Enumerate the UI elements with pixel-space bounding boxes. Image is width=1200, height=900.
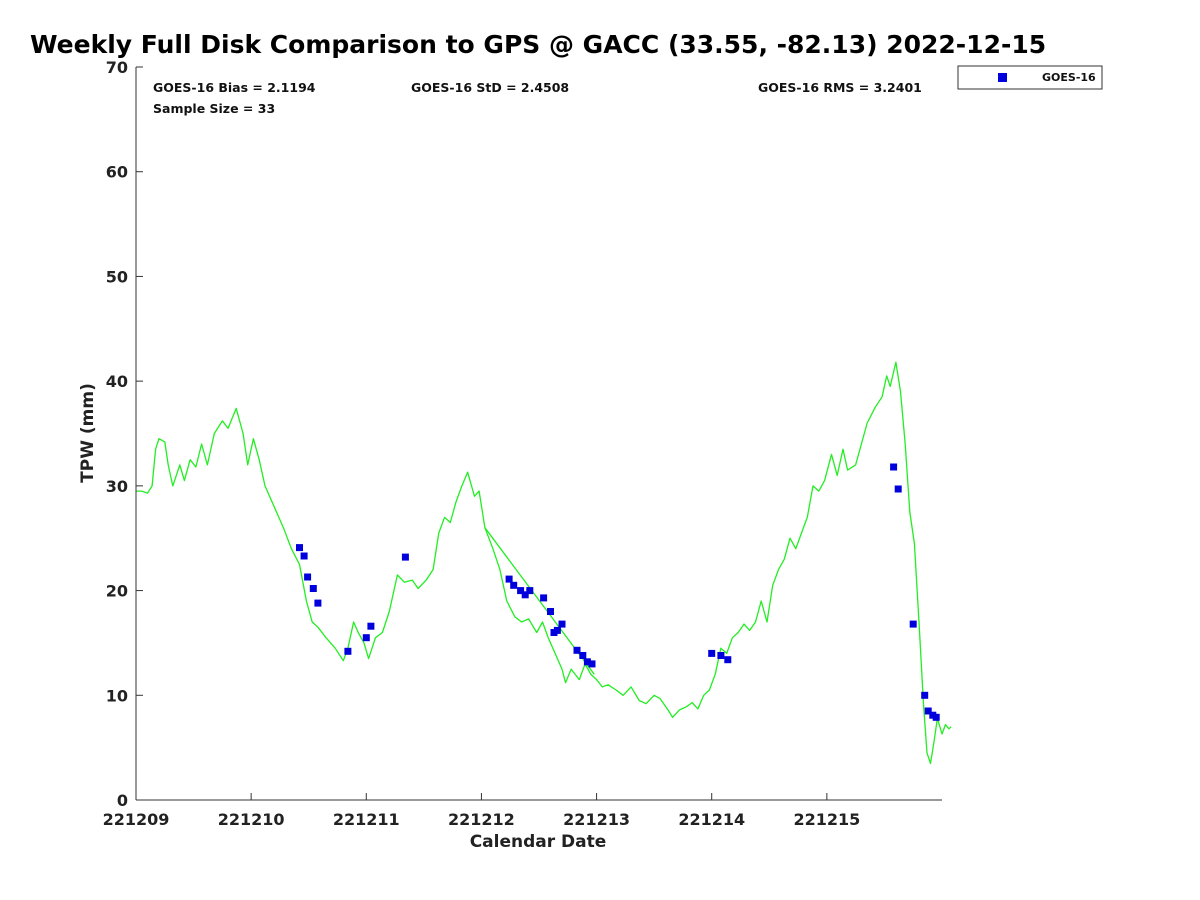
legend-box	[957, 65, 1103, 90]
x-tick-label-2: 221211	[333, 810, 400, 829]
goes16-point-21	[583, 658, 591, 666]
y-tick-label-1: 10	[106, 686, 128, 705]
y-tick-label-4: 40	[106, 372, 128, 391]
ticks: 0 10 20 30 40 50 60 70 221209 221210 221211 221212 2…	[103, 58, 861, 829]
stat-sample-size: Sample Size = 33	[153, 101, 275, 116]
x-tick-label-6: 221215	[793, 810, 860, 829]
goes16-point-29	[921, 691, 929, 699]
goes16-point-15	[547, 608, 554, 615]
goes16-point-0	[296, 544, 303, 552]
legend-marker	[998, 73, 1007, 82]
legend: GOES-16	[957, 65, 1103, 90]
goes16-point-27	[894, 485, 902, 493]
goes16-point-23	[708, 649, 716, 657]
axes	[135, 67, 942, 801]
goes16-point-3	[309, 585, 317, 592]
goes16-point-6	[362, 634, 370, 642]
goes16-point-24	[717, 652, 725, 659]
goes16-point-26	[890, 463, 898, 471]
goes16-point-4	[314, 599, 322, 607]
goes16-point-5	[344, 647, 352, 655]
plot-points	[296, 463, 940, 721]
goes16-point-7	[367, 622, 375, 630]
y-axis-label: TPW (mm)	[78, 383, 98, 483]
goes16-point-25	[724, 656, 732, 664]
y-tick-label-6: 60	[106, 163, 128, 182]
series-line-0	[136, 361, 952, 765]
y-tick-label-2: 20	[106, 582, 128, 601]
goes16-point-9	[505, 575, 513, 583]
goes16-point-19	[573, 646, 581, 654]
stat-bias: GOES-16 Bias = 2.1194	[153, 80, 316, 95]
legend-label: GOES-16	[1042, 71, 1096, 84]
x-tick-label-0: 221209	[103, 810, 170, 829]
stat-rms: GOES-16 RMS = 3.2401	[758, 80, 922, 95]
goes16-point-20	[579, 652, 587, 659]
goes16-point-13	[526, 587, 534, 595]
plot-lines	[136, 361, 952, 765]
goes16-point-1	[300, 552, 308, 560]
y-tick-label-0: 0	[117, 791, 128, 810]
goes16-point-30	[924, 707, 932, 715]
goes16-point-22	[588, 660, 596, 668]
goes16-point-14	[540, 594, 548, 602]
y-tick-label-3: 30	[106, 477, 128, 496]
y-tick-label-7: 70	[106, 58, 128, 77]
goes16-point-11	[517, 587, 525, 595]
goes16-point-28	[909, 620, 917, 628]
goes16-point-32	[932, 713, 940, 721]
x-tick-label-4: 221213	[563, 810, 630, 829]
x-tick-label-5: 221214	[678, 810, 745, 829]
goes16-point-10	[510, 581, 518, 589]
stat-std: GOES-16 StD = 2.4508	[411, 80, 569, 95]
goes16-point-12	[521, 591, 529, 599]
x-tick-label-1: 221210	[218, 810, 285, 829]
x-axis-label: Calendar Date	[470, 832, 607, 852]
goes16-point-17	[553, 626, 561, 634]
chart-title: Weekly Full Disk Comparison to GPS @ GAC…	[30, 30, 1047, 59]
goes16-point-18	[558, 620, 566, 628]
y-tick-label-5: 50	[106, 267, 128, 286]
goes16-point-8	[401, 553, 409, 561]
goes16-point-2	[304, 573, 312, 581]
x-tick-label-3: 221212	[448, 810, 515, 829]
